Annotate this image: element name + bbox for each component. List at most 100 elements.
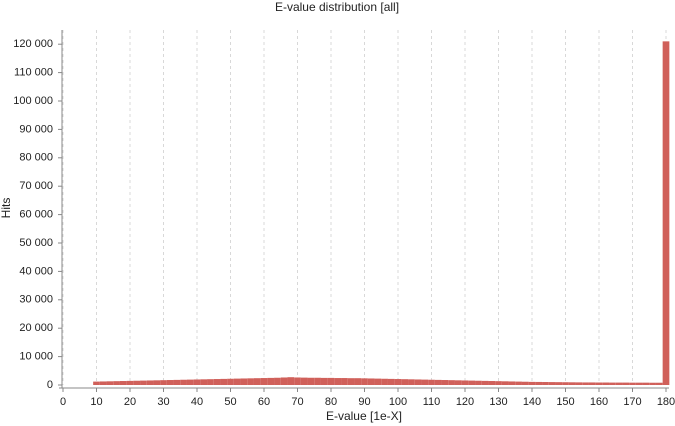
x-tick-label: 40 xyxy=(191,396,203,408)
bar xyxy=(642,382,650,385)
x-tick-label: 120 xyxy=(456,396,474,408)
bar xyxy=(468,380,476,385)
bar xyxy=(381,378,388,385)
bar xyxy=(454,380,462,385)
y-tick-label: 40 000 xyxy=(19,265,53,277)
bar xyxy=(354,378,362,385)
bar xyxy=(93,381,100,385)
y-tick-label: 30 000 xyxy=(19,294,53,306)
bar xyxy=(374,378,382,385)
bar xyxy=(347,378,355,385)
bar xyxy=(488,381,496,385)
bar xyxy=(622,382,630,385)
bar xyxy=(408,379,415,385)
x-tick-label: 80 xyxy=(325,396,337,408)
bar xyxy=(588,382,596,385)
bar xyxy=(481,380,489,385)
bar xyxy=(320,377,328,385)
bar xyxy=(515,381,522,385)
bar xyxy=(428,379,435,385)
x-tick-label: 20 xyxy=(124,396,136,408)
x-tick-label: 0 xyxy=(60,396,66,408)
x-tick-label: 70 xyxy=(291,396,303,408)
x-tick-label: 10 xyxy=(90,396,102,408)
bar xyxy=(582,382,589,385)
y-tick-label: 20 000 xyxy=(19,322,53,334)
x-tick-label: 140 xyxy=(523,396,541,408)
bar xyxy=(394,379,402,385)
x-tick-label: 160 xyxy=(590,396,608,408)
bar xyxy=(528,381,536,385)
bar xyxy=(166,380,174,385)
bar xyxy=(126,380,134,385)
bar xyxy=(327,377,335,385)
bar xyxy=(314,377,321,385)
bar xyxy=(119,381,127,385)
bar xyxy=(233,378,241,385)
bar xyxy=(274,377,281,385)
bar xyxy=(448,380,455,385)
y-tick-label: 0 xyxy=(47,379,53,391)
bar xyxy=(441,380,449,385)
bar xyxy=(595,382,603,385)
bar xyxy=(186,379,194,385)
bar xyxy=(140,380,147,385)
y-tick-label: 80 000 xyxy=(19,152,53,164)
bar xyxy=(434,379,442,385)
bar xyxy=(568,382,576,385)
bar xyxy=(501,381,509,385)
bar xyxy=(635,382,643,385)
y-tick-label: 120 000 xyxy=(13,38,53,50)
x-tick-label: 150 xyxy=(556,396,574,408)
y-tick-label: 50 000 xyxy=(19,237,53,249)
x-tick-label: 90 xyxy=(358,396,370,408)
bar xyxy=(521,381,529,385)
x-axis-label: E-value [1e-X] xyxy=(326,409,402,423)
bar xyxy=(213,379,221,385)
bar xyxy=(207,379,214,385)
bar xyxy=(260,378,268,385)
y-tick-label: 60 000 xyxy=(19,209,53,221)
bar xyxy=(542,382,549,385)
bar xyxy=(240,378,248,385)
x-tick-label: 100 xyxy=(389,396,407,408)
y-tick-label: 70 000 xyxy=(19,180,53,192)
bar xyxy=(287,377,295,385)
bar xyxy=(495,381,502,385)
bar xyxy=(475,380,482,385)
bar xyxy=(133,380,141,385)
bar xyxy=(609,382,616,385)
bar xyxy=(548,382,556,385)
x-tick-label: 130 xyxy=(489,396,507,408)
bar xyxy=(615,382,623,385)
bar xyxy=(267,377,275,385)
x-tick-label: 60 xyxy=(258,396,270,408)
x-tick-label: 30 xyxy=(157,396,169,408)
bar xyxy=(253,378,261,385)
bar xyxy=(106,381,114,385)
bar xyxy=(555,382,563,385)
bar xyxy=(602,382,610,385)
bar xyxy=(180,379,187,385)
bar xyxy=(280,377,288,385)
y-tick-label: 110 000 xyxy=(14,67,53,79)
bar xyxy=(535,381,543,385)
bar xyxy=(300,377,308,385)
bar xyxy=(200,379,208,385)
bar xyxy=(334,378,342,385)
bar xyxy=(414,379,422,385)
x-tick-label: 110 xyxy=(423,396,441,408)
y-tick-label: 10 000 xyxy=(19,351,53,363)
chart-title: E-value distribution [all] xyxy=(275,0,399,14)
bar xyxy=(113,381,120,385)
y-tick-label: 100 000 xyxy=(13,95,53,107)
x-tick-label: 180 xyxy=(657,396,675,408)
bar xyxy=(247,378,254,385)
x-tick-label: 50 xyxy=(224,396,236,408)
bar xyxy=(508,381,516,385)
y-tick-label: 90 000 xyxy=(19,123,53,135)
bar xyxy=(220,378,228,385)
bar xyxy=(341,378,348,385)
bar xyxy=(461,380,469,385)
